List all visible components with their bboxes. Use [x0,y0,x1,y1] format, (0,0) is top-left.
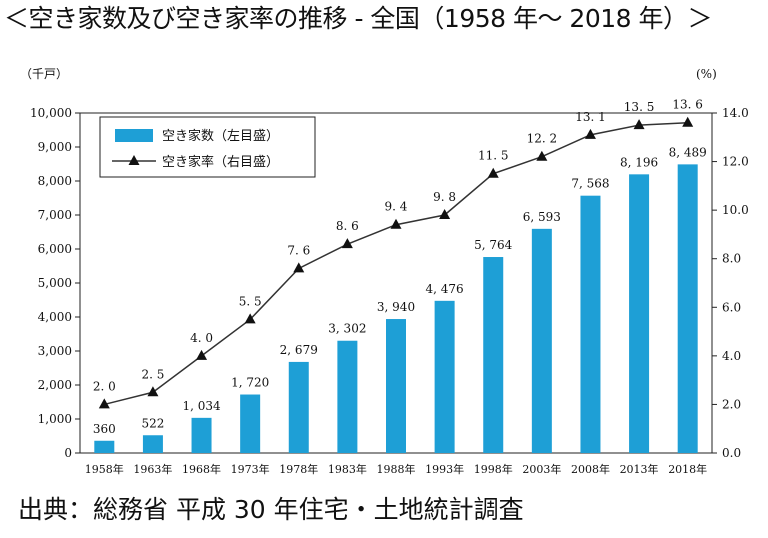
left-tick-label: 3,000 [38,344,72,358]
bar-value-label: 8, 196 [620,155,658,169]
bar [386,319,406,453]
rate-point [584,128,596,139]
bar [142,435,163,453]
rate-point [633,119,645,130]
x-tick-label: 1968年 [182,462,221,476]
left-tick-label: 4,000 [38,310,72,324]
rate-point [293,262,305,273]
bar [94,440,115,453]
left-axis-unit: （千戸） [20,67,68,81]
bar [677,164,698,453]
rate-value-label: 12. 2 [527,132,558,146]
bar [337,340,358,453]
bar-series: 360 522 1, 034 1, 720 2, 679 3, 302 3, 940 4, 4… [93,145,707,454]
x-tick-label: 1988年 [377,462,416,476]
rate-value-label: 13. 5 [624,100,655,114]
rate-value-label: 13. 6 [672,98,703,112]
rate-value-label: 2. 5 [141,367,164,381]
rate-value-label: 11. 5 [478,149,509,163]
rate-value-label: 13. 1 [575,110,606,124]
right-tick-label: 2.0 [722,397,741,411]
bar-value-label: 2, 679 [280,343,318,357]
rate-value-label: 8. 6 [336,219,359,233]
x-tick-label: 2018年 [668,462,707,476]
bar-value-label: 1, 034 [182,399,221,413]
bar [240,394,261,453]
bar [580,195,601,454]
x-tick-label: 1998年 [474,462,513,476]
bar-value-label: 4, 476 [426,282,464,296]
x-tick-label: 2003年 [522,462,561,476]
right-tick-label: 0.0 [722,446,741,460]
x-tick-label: 1973年 [231,462,270,476]
legend-label-line: 空き家率（右目盛） [162,154,279,170]
rate-point [98,398,110,409]
left-tick-label: 1,000 [38,412,72,426]
x-tick-label: 2008年 [571,462,610,476]
x-tick-label: 1983年 [328,462,367,476]
legend-swatch-bar [115,129,153,142]
rate-point [439,209,451,219]
bar-value-label: 3, 940 [377,300,415,314]
page-title: ＜空き家数及び空き家率の推移 - 全国（1958 年～ 2018 年）＞ [4,4,713,33]
x-tick-label: 1958年 [85,462,124,476]
bar [531,228,552,453]
legend: 空き家数（左目盛） 空き家率（右目盛） [99,116,316,178]
rate-point [487,167,499,178]
rate-point [682,116,694,127]
left-tick-label: 6,000 [38,242,72,256]
rate-value-label: 2. 0 [93,379,116,393]
bar-value-label: 7, 568 [571,177,609,191]
x-tick-label: 2013年 [620,462,659,476]
right-tick-label: 8.0 [722,252,741,266]
bar [483,257,504,453]
right-tick-label: 10.0 [722,203,749,217]
right-tick-label: 6.0 [722,300,741,314]
x-tick-label: 1978年 [279,462,318,476]
legend-label-bar: 空き家数（左目盛） [162,128,279,144]
right-tick-label: 4.0 [722,349,741,363]
x-tick-label: 1993年 [425,462,464,476]
rate-point [536,150,548,161]
bar [191,417,212,453]
rate-value-label: 9. 4 [385,200,408,214]
line-series: 2. 0 2. 5 4. 0 5. 5 7. 6 8. 6 9. 4 9. 8 11. 5 12.… [93,98,703,409]
legend-swatch-marker [128,155,140,165]
rate-value-label: 4. 0 [190,331,213,345]
right-tick-label: 12.0 [722,155,749,169]
bar [434,300,455,453]
rate-value-label: 9. 8 [433,190,456,204]
x-tick-label: 1963年 [133,462,172,476]
bar-value-label: 8, 489 [669,145,707,159]
left-tick-label: 5,000 [38,276,72,290]
bar-value-label: 522 [141,416,164,430]
left-tick-label: 7,000 [38,208,72,222]
left-tick-label: 9,000 [38,140,72,154]
rate-point [390,218,402,229]
right-axis-unit: (%) [696,67,717,81]
rate-point [341,238,353,249]
bar [288,361,309,453]
axes: 0 1,000 2,000 3,000 4,000 5,000 6,000 7,000 8,00… [20,67,749,476]
left-tick-label: 2,000 [38,378,72,392]
left-tick-label: 0 [64,446,72,460]
rate-value-label: 5. 5 [239,294,262,308]
legend-box [99,116,316,178]
bar-value-label: 360 [93,422,116,436]
rate-point [147,386,159,397]
left-tick-label: 8,000 [38,174,72,188]
bar-value-label: 1, 720 [231,376,269,390]
bar-value-label: 6, 593 [523,210,561,224]
rate-value-label: 7. 6 [287,243,310,257]
source-note: 出典：総務省 平成 30 年住宅・土地統計調査 [18,495,524,524]
bar-value-label: 5, 764 [474,238,513,252]
rate-point [196,349,208,360]
bar [629,174,650,453]
left-tick-label: 10,000 [30,106,72,120]
right-tick-label: 14.0 [722,106,749,120]
rate-point [244,313,256,324]
bar-value-label: 3, 302 [328,322,366,336]
